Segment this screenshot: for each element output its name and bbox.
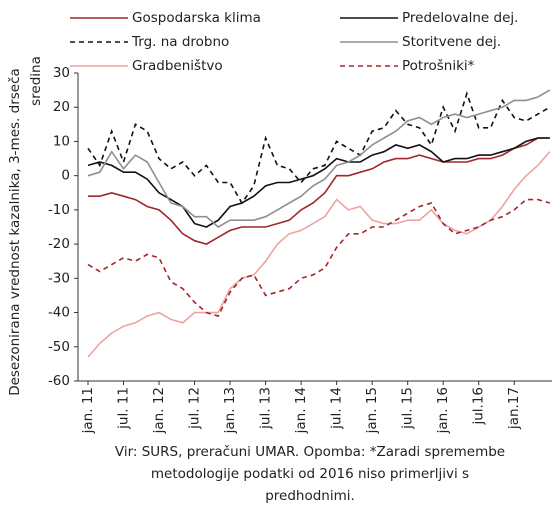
note: metodologije podatki od 2016 niso primer… [151, 466, 469, 482]
legend-label: Trg. na drobno [131, 34, 229, 50]
x-tick-label: jul. 11 [116, 387, 132, 430]
series-line [87, 89, 551, 228]
y-axis-title: Desezonirana vrednost kazalnika, 3-mes. … [7, 68, 23, 396]
note: predhodnimi. [265, 488, 355, 504]
x-tick-label: jul.16 [471, 387, 487, 426]
x-tick-label: jan. 16 [435, 387, 451, 434]
y-tick-label: -10 [48, 202, 70, 218]
y-tick-label: 20 [53, 99, 70, 115]
x-tick-label: jul. 13 [258, 387, 274, 430]
x-tick-label: jul. 15 [400, 387, 416, 430]
series-line [87, 198, 551, 317]
y-axis-title: sredina [28, 56, 44, 106]
x-tick-label: jan. 12 [151, 387, 167, 434]
x-tick-label: jan. 13 [222, 387, 238, 434]
series-line [87, 151, 551, 358]
y-tick-label: -40 [48, 305, 70, 321]
note: Vir: SURS, preračuni UMAR. Opomba: *Zara… [115, 444, 505, 460]
x-tick-label: jul. 12 [187, 387, 203, 430]
x-tick-label: jan. 15 [364, 387, 380, 434]
series-line [87, 137, 550, 228]
legend-label: Potrošniki* [402, 58, 475, 74]
legend-label: Gradbeništvo [132, 58, 223, 74]
legend-label: Storitvene dej. [402, 34, 501, 50]
series-line [88, 137, 550, 245]
y-tick-label: -50 [48, 339, 70, 355]
y-tick-label: 10 [53, 133, 70, 149]
series-line [87, 90, 551, 205]
y-tick-label: -20 [48, 236, 70, 252]
y-tick-label: -30 [48, 270, 70, 286]
y-tick-label: 0 [61, 168, 70, 184]
x-tick-label: jan. 14 [293, 387, 309, 434]
y-tick-label: 30 [53, 65, 70, 81]
x-tick-label: jul. 14 [329, 387, 345, 430]
y-tick-label: -60 [48, 373, 70, 389]
x-tick-label: jan.17 [506, 387, 522, 430]
legend-label: Gospodarska klima [132, 10, 261, 26]
legend-label: Predelovalne dej. [402, 10, 518, 26]
x-tick-label: jan. 11 [80, 387, 96, 434]
